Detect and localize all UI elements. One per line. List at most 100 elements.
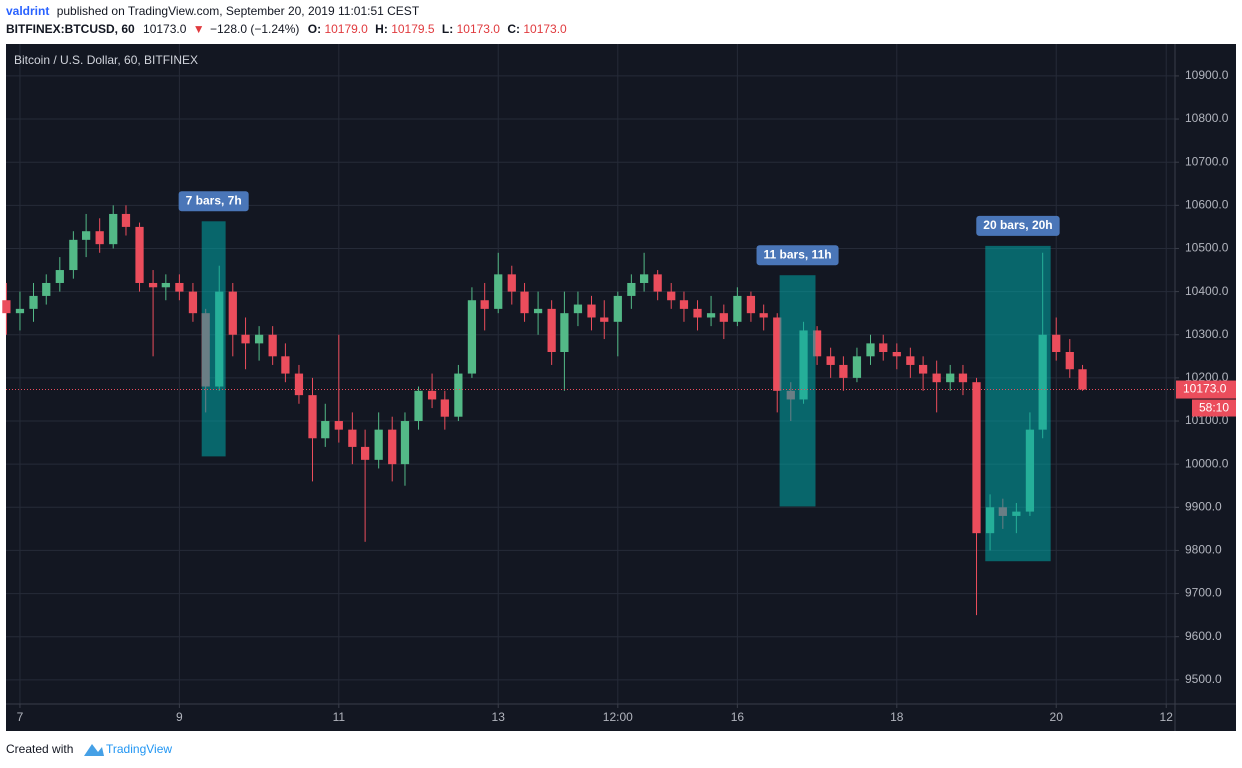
chart-title: Bitcoin / U.S. Dollar, 60, BITFINEX (14, 53, 198, 67)
price: 10173.0 (143, 22, 187, 36)
candle-body (613, 295, 622, 322)
candle-body (866, 343, 875, 357)
candle-body (573, 304, 583, 314)
candle-body (188, 291, 198, 314)
y-tick-label: 10100.0 (1185, 413, 1229, 427)
y-tick-label: 10000.0 (1185, 456, 1229, 470)
candle-body (400, 421, 410, 465)
candle-body (587, 304, 596, 318)
symbol: BITFINEX:BTCUSD, 60 (6, 22, 135, 36)
candle-body (1078, 369, 1087, 390)
candle-body (360, 446, 370, 460)
x-tick-label: 12 (1160, 710, 1174, 724)
y-tick-label: 9800.0 (1185, 543, 1222, 557)
candle-body (533, 308, 543, 314)
close: 10173.0 (523, 22, 567, 36)
y-tick-label: 10400.0 (1185, 284, 1229, 298)
header-line-2: BITFINEX:BTCUSD, 60 10173.0 ▼ −128.0 (−1… (6, 22, 567, 36)
high-label: H: (375, 22, 388, 36)
candle-body (308, 395, 317, 439)
candle-body (879, 343, 888, 352)
arrow: ▼ (193, 22, 205, 36)
candle-body (55, 270, 64, 283)
candle-body (494, 274, 503, 309)
low-label: L: (442, 22, 453, 36)
candle-body (719, 313, 728, 322)
candle-body (480, 300, 489, 309)
low: 10173.0 (457, 22, 501, 36)
candle-body (1052, 334, 1061, 352)
last-price-label: 10173.0 (1183, 382, 1227, 396)
candle-body (334, 421, 343, 430)
candle-body (427, 390, 437, 400)
candle-body (348, 429, 357, 447)
candle-body (839, 364, 848, 378)
candle-body (773, 317, 782, 391)
change: −128.0 (−1.24%) (210, 22, 299, 36)
candle-body (600, 317, 609, 322)
open: 10179.0 (324, 22, 368, 36)
candle-body (906, 356, 915, 365)
candle-body (759, 313, 768, 318)
range-label: 7 bars, 7h (186, 193, 242, 207)
candle-body (639, 274, 649, 283)
candle-body (972, 382, 981, 534)
candle-body (812, 330, 822, 357)
candle-body (892, 352, 901, 357)
range-label: 20 bars, 20h (983, 218, 1052, 232)
candle-body (254, 334, 264, 344)
candle-body (121, 213, 131, 227)
y-tick-label: 10900.0 (1185, 68, 1229, 82)
brand-logo (84, 744, 104, 756)
candle-body (82, 231, 91, 240)
x-tick-label: 16 (731, 710, 745, 724)
candle-body (1065, 352, 1074, 370)
candle-body (932, 373, 941, 383)
candle-body (241, 334, 250, 344)
candle-body (958, 373, 968, 383)
candle-body (69, 239, 78, 271)
open-label: O: (308, 22, 321, 36)
y-tick-label: 9500.0 (1185, 672, 1222, 686)
candle-body (679, 300, 689, 309)
candle-body (693, 308, 702, 318)
candle-body (653, 274, 662, 292)
candle-body (946, 373, 955, 383)
x-tick-label: 20 (1050, 710, 1064, 724)
range-label-bg (756, 245, 839, 266)
x-tick-label: 18 (890, 710, 904, 724)
candle-body (281, 356, 290, 374)
author[interactable]: valdrint (6, 4, 49, 18)
candle-body (175, 282, 184, 292)
candle-body (826, 356, 835, 365)
candle-body (161, 282, 170, 288)
candle-body (374, 429, 383, 460)
y-tick-label: 9600.0 (1185, 629, 1222, 643)
candle-body (15, 308, 25, 314)
range-box (985, 245, 1051, 562)
candle-body (733, 295, 742, 322)
candle-body (918, 364, 928, 374)
candle-body (746, 295, 756, 314)
x-tick-label: 7 (17, 710, 24, 724)
candle-body (414, 390, 423, 422)
candle-body (95, 231, 104, 245)
range-box (201, 221, 226, 457)
countdown: 58:10 (1199, 401, 1229, 415)
header-line-1: valdrint published on TradingView.com, S… (6, 4, 420, 18)
candle-body (667, 291, 676, 301)
candle-body (148, 282, 158, 288)
y-tick-label: 9700.0 (1185, 586, 1222, 600)
footer-brand[interactable]: TradingView (106, 742, 172, 756)
range-label: 11 bars, 11h (764, 247, 832, 261)
candle-body (228, 291, 237, 335)
chart-background (6, 44, 1236, 731)
candle-body (547, 308, 556, 352)
candle-body (268, 334, 277, 357)
candle-body (321, 421, 330, 439)
candle-body (135, 226, 144, 283)
candle-body (388, 429, 397, 465)
close-label: C: (507, 22, 520, 36)
x-tick-label: 9 (176, 710, 183, 724)
